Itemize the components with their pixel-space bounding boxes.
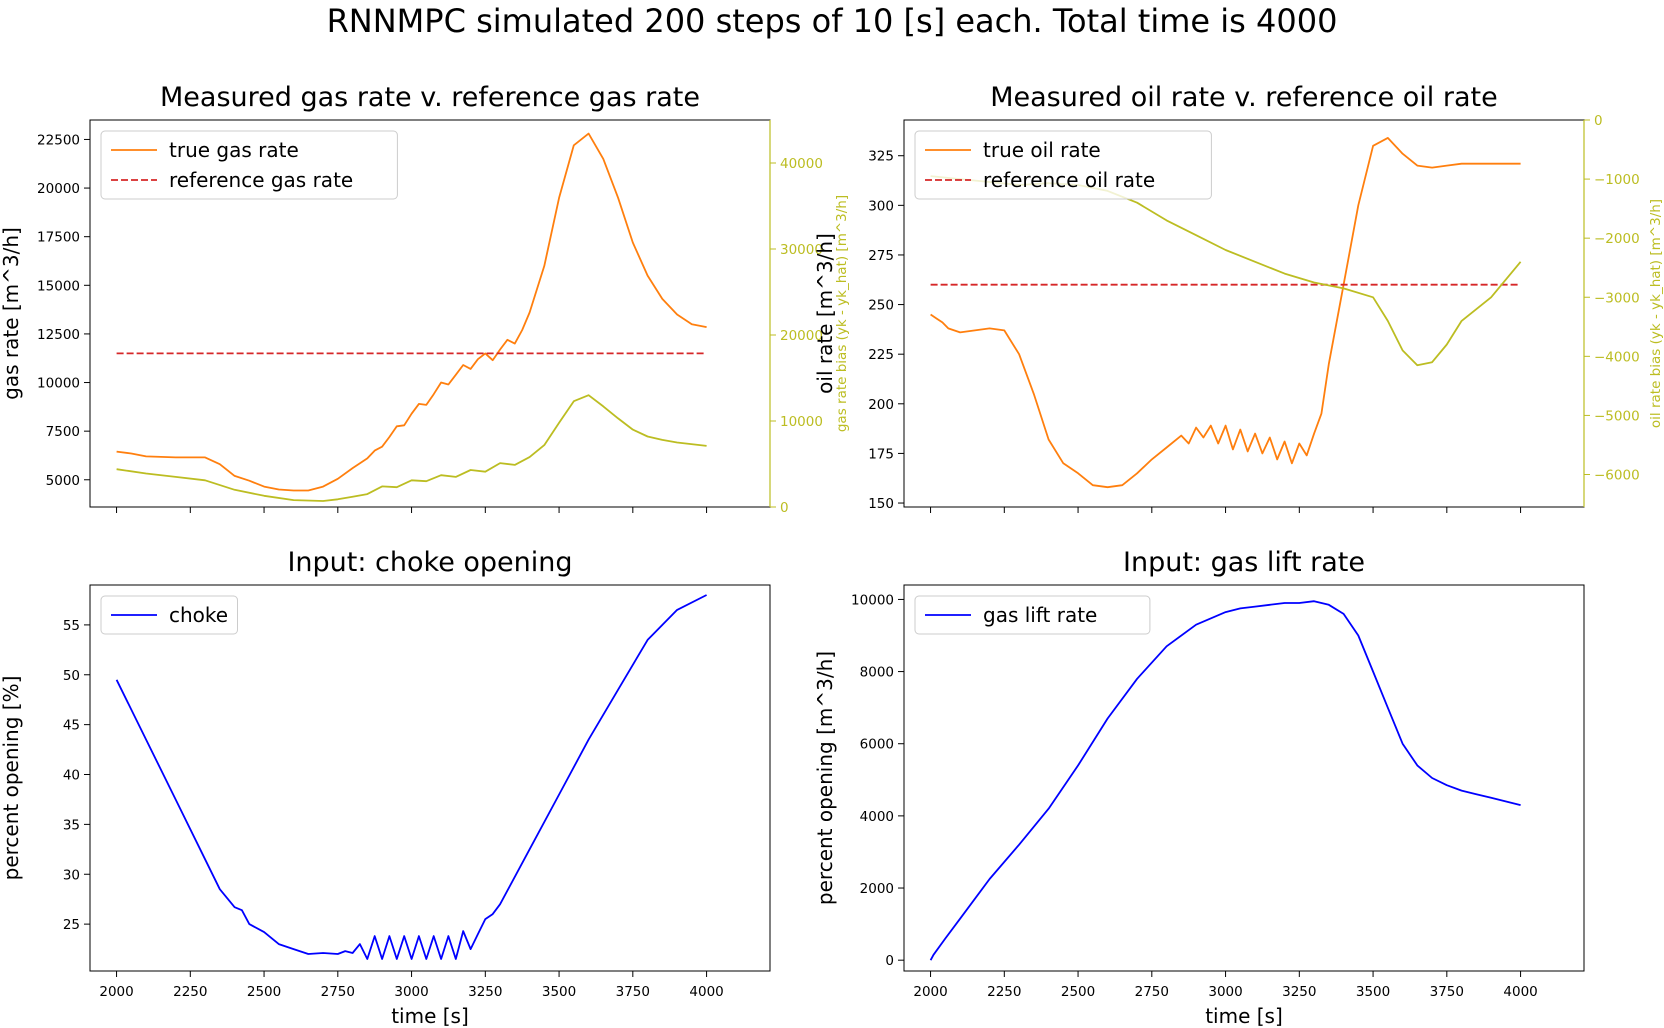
chart-title: Input: gas lift rate — [1123, 547, 1365, 578]
x-tick-label: 2500 — [247, 984, 281, 1000]
y-tick-label: 225 — [868, 347, 894, 363]
y-tick-label: 175 — [868, 446, 894, 462]
x-tick-label: 2000 — [99, 984, 133, 1000]
x-tick-label: 3250 — [468, 984, 502, 1000]
panel-oil-rate: Measured oil rate v. reference oil rate 1… — [813, 82, 1664, 513]
legend-label: true gas rate — [169, 138, 299, 162]
y-tick-label: 300 — [868, 198, 894, 214]
y-tick-label: 20000 — [37, 181, 80, 197]
x-axis-label: time [s] — [391, 1004, 469, 1028]
legend-box — [914, 595, 1151, 635]
y2-tick-label: −1000 — [1594, 172, 1640, 188]
y2-tick-label: 40000 — [780, 156, 823, 172]
y-tick-label: 45 — [63, 718, 80, 734]
y-tick-label: 12500 — [37, 327, 80, 343]
y-tick-label: 2000 — [860, 881, 894, 897]
series-line-bias — [930, 175, 1522, 367]
panel-gas-lift-rate: Input: gas lift rate 2000 2250 2500 2750 3000… — [813, 547, 1585, 1028]
legend-label: reference gas rate — [169, 168, 353, 192]
x-tick-label: 2000 — [913, 984, 947, 1000]
axes-frame — [89, 584, 771, 972]
y2-axis-label: gas rate bias (yk - yk_hat) [m^3/h] — [834, 195, 850, 432]
y-tick-label: 17500 — [37, 230, 80, 246]
series-line-true-oil-rate — [930, 137, 1521, 489]
y-tick-label: 30 — [63, 867, 80, 883]
x-tick-label: 3250 — [1282, 984, 1316, 1000]
y-tick-label: 325 — [868, 149, 894, 165]
y-tick-label: 50 — [63, 668, 80, 684]
legend-label: choke — [169, 603, 228, 627]
y-tick-label: 7500 — [46, 424, 80, 440]
x-tick-label: 2750 — [1135, 984, 1169, 1000]
y-axis-label: gas rate [m^3/h] — [0, 227, 23, 400]
panel-choke-opening: Input: choke opening 2000 2250 2500 2750 3000… — [0, 547, 771, 1028]
panel-gas-rate: Measured gas rate v. reference gas rate 5… — [0, 82, 850, 516]
series-group — [929, 600, 1521, 961]
series-line-choke — [115, 594, 708, 960]
y-tick-label: 0 — [885, 953, 894, 969]
legend-label: true oil rate — [983, 138, 1101, 162]
y-tick-label: 10000 — [37, 376, 80, 392]
y2-tick-label: 10000 — [780, 414, 823, 430]
x-tick-label: 2250 — [173, 984, 207, 1000]
y-tick-label: 5000 — [46, 473, 80, 489]
x-tick-label: 2500 — [1061, 984, 1095, 1000]
y2-tick-label: −6000 — [1594, 468, 1640, 484]
chart-title: Measured oil rate v. reference oil rate — [990, 82, 1498, 113]
x-axis-label: time [s] — [1205, 1004, 1283, 1028]
y-tick-label: 22500 — [37, 132, 80, 148]
y-tick-label: 250 — [868, 298, 894, 314]
chart-title: Input: choke opening — [287, 547, 572, 578]
legend-box — [100, 130, 398, 200]
x-tick-label: 3750 — [1430, 984, 1464, 1000]
y-tick-label: 200 — [868, 397, 894, 413]
y2-tick-label: 0 — [1594, 113, 1603, 129]
y-tick-label: 150 — [868, 496, 894, 512]
x-tick-label: 3000 — [1208, 984, 1242, 1000]
series-group — [116, 132, 707, 502]
axes-frame — [903, 584, 1585, 972]
x-tick-label: 4000 — [689, 984, 723, 1000]
y2-tick-label: 30000 — [780, 242, 823, 258]
y-tick-label: 35 — [63, 817, 80, 833]
series-line-gas-lift-rate — [929, 600, 1521, 961]
legend-box — [100, 595, 238, 635]
y-tick-label: 55 — [63, 618, 80, 634]
y-tick-label: 6000 — [860, 737, 894, 753]
y-axis-label: oil rate [m^3/h] — [813, 233, 837, 394]
chart-title: Measured gas rate v. reference gas rate — [160, 82, 700, 113]
legend-box — [914, 130, 1212, 200]
x-tick-label: 3500 — [542, 984, 576, 1000]
y2-tick-label: −5000 — [1594, 408, 1640, 424]
x-tick-label: 2250 — [987, 984, 1021, 1000]
x-tick-label: 3500 — [1356, 984, 1390, 1000]
x-tick-label: 3750 — [616, 984, 650, 1000]
x-tick-label: 4000 — [1503, 984, 1537, 1000]
series-line-true-gas-rate — [116, 132, 707, 492]
series-group — [115, 594, 708, 960]
y2-tick-label: −2000 — [1594, 231, 1640, 247]
y2-tick-label: 0 — [780, 500, 789, 516]
y2-tick-label: −4000 — [1594, 349, 1640, 365]
y-tick-label: 8000 — [860, 665, 894, 681]
y-tick-label: 25 — [63, 917, 80, 933]
y-tick-label: 4000 — [860, 809, 894, 825]
y2-axis-label: oil rate bias (yk - yk_hat) [m^3/h] — [1648, 199, 1664, 428]
y2-tick-label: −3000 — [1594, 290, 1640, 306]
y-tick-label: 10000 — [851, 592, 894, 608]
y-axis-label: percent opening [%] — [0, 676, 23, 881]
y-tick-label: 15000 — [37, 278, 80, 294]
legend-label: reference oil rate — [983, 168, 1155, 192]
series-line-bias — [116, 394, 707, 502]
x-tick-label: 2750 — [321, 984, 355, 1000]
figure-title: RNNMPC simulated 200 steps of 10 [s] eac… — [326, 2, 1338, 40]
y2-tick-label: 20000 — [780, 328, 823, 344]
x-tick-label: 3000 — [394, 984, 428, 1000]
y-tick-label: 275 — [868, 248, 894, 264]
y-tick-label: 40 — [63, 768, 80, 784]
y-axis-label: percent opening [m^3/h] — [813, 651, 837, 905]
legend-label: gas lift rate — [983, 603, 1097, 627]
